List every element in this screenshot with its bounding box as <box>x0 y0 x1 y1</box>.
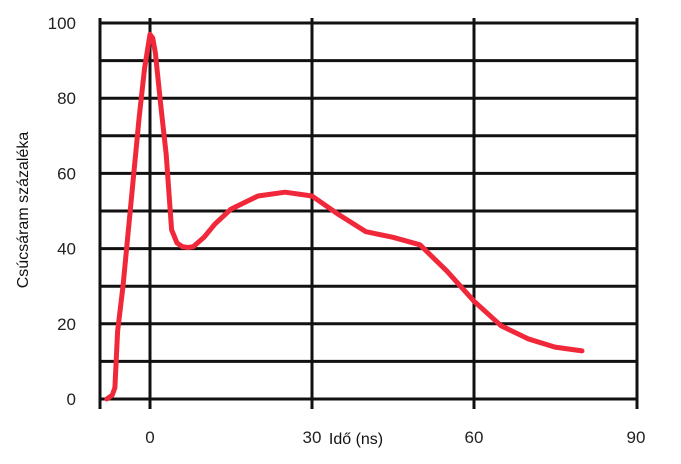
series-line <box>104 31 585 402</box>
x-tick-label: 90 <box>627 428 646 447</box>
y-tick-label: 0 <box>67 390 76 409</box>
y-axis-title: Csúcsáram százaléka <box>15 132 32 289</box>
grid <box>98 18 639 409</box>
y-tick-label: 60 <box>57 164 76 183</box>
x-tick-label: 60 <box>465 428 484 447</box>
x-tick-label: 30 <box>303 428 322 447</box>
x-axis-title: Idő (ns) <box>329 431 383 448</box>
x-tick-label: 0 <box>145 428 154 447</box>
y-tick-label: 40 <box>57 240 76 259</box>
series-layer <box>104 31 585 402</box>
tick-labels: 0 20 40 60 80 100 0 30 60 90 <box>48 14 646 447</box>
y-tick-label: 100 <box>48 14 76 33</box>
y-tick-label: 20 <box>57 315 76 334</box>
y-tick-label: 80 <box>57 89 76 108</box>
